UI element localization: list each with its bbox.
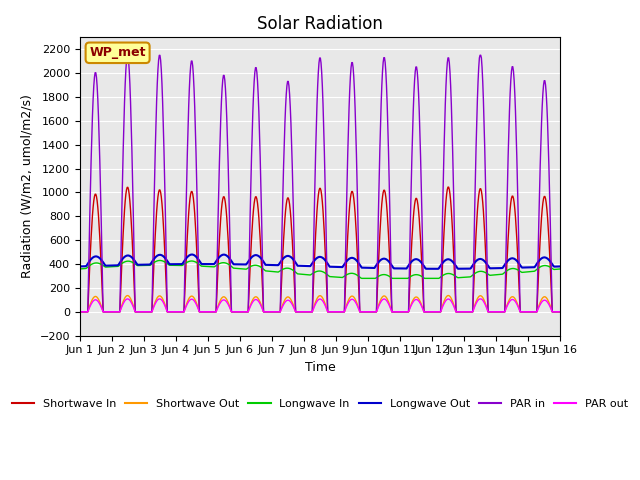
Longwave Out: [134, 262, 141, 268]
Shortwave Out: [134, 309, 141, 315]
Longwave Out: [84, 260, 92, 265]
Shortwave Out: [378, 295, 386, 300]
Longwave Out: [209, 261, 216, 267]
PAR in: [556, 309, 564, 315]
PAR in: [476, 52, 484, 58]
Longwave In: [76, 266, 84, 272]
PAR in: [208, 309, 216, 315]
PAR in: [378, 83, 386, 88]
Longwave In: [184, 259, 191, 265]
PAR out: [476, 296, 484, 302]
Shortwave Out: [444, 293, 452, 299]
Text: WP_met: WP_met: [90, 46, 146, 60]
Shortwave In: [134, 309, 141, 315]
Longwave Out: [556, 264, 564, 269]
PAR out: [556, 309, 564, 315]
Longwave Out: [379, 256, 387, 262]
Y-axis label: Radiation (W/m2, umol/m2/s): Radiation (W/m2, umol/m2/s): [21, 95, 34, 278]
PAR out: [134, 309, 141, 315]
Longwave Out: [393, 265, 401, 271]
Shortwave In: [444, 184, 452, 190]
Shortwave In: [378, 201, 386, 206]
PAR in: [183, 178, 191, 184]
Line: Shortwave In: Shortwave In: [80, 187, 560, 312]
Longwave In: [556, 266, 564, 272]
X-axis label: Time: Time: [305, 361, 335, 374]
Shortwave In: [76, 309, 84, 315]
Shortwave In: [392, 309, 400, 315]
Longwave In: [134, 263, 141, 268]
Line: Shortwave Out: Shortwave Out: [80, 296, 560, 312]
Shortwave Out: [76, 309, 84, 315]
PAR out: [392, 309, 400, 315]
Title: Solar Radiation: Solar Radiation: [257, 15, 383, 33]
PAR out: [378, 298, 386, 303]
Shortwave In: [84, 293, 92, 299]
Longwave Out: [76, 264, 84, 269]
Line: Longwave In: Longwave In: [80, 261, 560, 278]
Longwave Out: [183, 255, 191, 261]
Shortwave Out: [392, 309, 400, 315]
PAR out: [76, 309, 84, 315]
Longwave In: [156, 258, 164, 264]
Shortwave In: [183, 246, 191, 252]
Longwave In: [380, 272, 387, 277]
Line: Longwave Out: Longwave Out: [80, 254, 560, 269]
Longwave In: [84, 264, 92, 269]
PAR in: [392, 309, 400, 315]
Shortwave In: [556, 309, 564, 315]
PAR out: [84, 307, 92, 313]
Shortwave Out: [208, 309, 216, 315]
Longwave Out: [434, 266, 442, 272]
PAR out: [183, 302, 191, 308]
Line: PAR in: PAR in: [80, 55, 560, 312]
Shortwave Out: [84, 307, 92, 312]
Longwave In: [358, 276, 365, 281]
Longwave In: [209, 264, 216, 270]
PAR in: [84, 276, 92, 282]
PAR out: [208, 309, 216, 315]
Shortwave In: [208, 309, 216, 315]
Line: PAR out: PAR out: [80, 299, 560, 312]
PAR in: [76, 309, 84, 315]
Shortwave Out: [183, 301, 191, 307]
Longwave In: [394, 276, 401, 281]
Legend: Shortwave In, Shortwave Out, Longwave In, Longwave Out, PAR in, PAR out: Shortwave In, Shortwave Out, Longwave In…: [7, 395, 633, 414]
PAR in: [134, 309, 141, 315]
Shortwave Out: [556, 309, 564, 315]
Longwave Out: [188, 252, 196, 257]
